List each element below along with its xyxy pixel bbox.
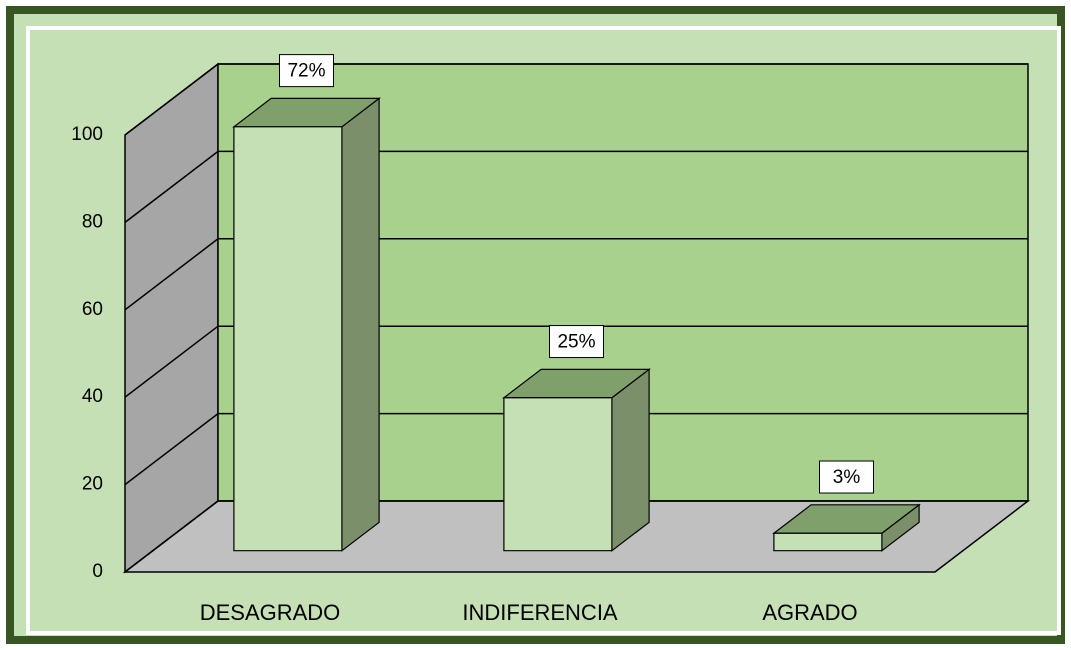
y-tick-label: 100 — [71, 124, 103, 145]
bar-front — [503, 397, 613, 552]
grid-line — [124, 325, 1028, 398]
data-label: 25% — [557, 332, 595, 353]
y-tick-label: 60 — [82, 299, 103, 320]
bar-front — [773, 532, 883, 552]
data-label: 72% — [287, 61, 325, 82]
bar — [502, 368, 651, 552]
bar-side — [341, 97, 380, 552]
y-tick-label: 40 — [82, 386, 103, 407]
y-tick-label: 0 — [92, 561, 103, 582]
grid-line — [124, 412, 1028, 486]
side-wall — [124, 62, 219, 574]
bar-front — [233, 126, 343, 552]
x-tick-label: INDIFERENCIA — [462, 600, 618, 625]
bar — [772, 503, 921, 552]
data-label: 3% — [833, 467, 861, 488]
inner-frame — [26, 26, 1061, 635]
x-tick-label: AGRADO — [762, 600, 857, 625]
y-tick-label: 20 — [82, 474, 103, 495]
y-tick-label: 80 — [82, 211, 103, 232]
grid-line — [124, 150, 1028, 223]
data-label-box — [549, 325, 604, 359]
bar-side — [611, 368, 650, 552]
x-tick-label: DESAGRADO — [200, 600, 341, 625]
data-label-box — [819, 460, 874, 494]
grid-line — [124, 500, 1028, 573]
bar — [232, 97, 381, 552]
data-label-box — [279, 54, 334, 88]
grid-line — [124, 238, 1028, 311]
grid-line — [124, 63, 1028, 136]
